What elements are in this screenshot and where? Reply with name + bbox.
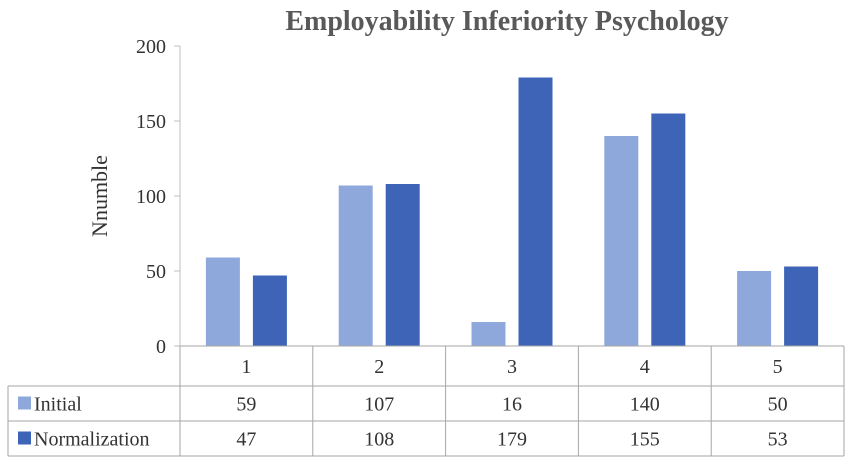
x-tick-label: 2 bbox=[374, 356, 384, 378]
legend-label-initial: Initial bbox=[34, 394, 82, 416]
bar-normalization-3 bbox=[518, 77, 553, 346]
x-tick-label: 3 bbox=[507, 356, 517, 378]
y-tick-label: 0 bbox=[156, 336, 166, 358]
data-label-initial: 16 bbox=[502, 394, 522, 416]
bar-normalization-1 bbox=[252, 275, 287, 346]
bar-initial-5 bbox=[737, 271, 772, 346]
x-tick-label: 4 bbox=[640, 356, 650, 378]
bar-initial-4 bbox=[604, 136, 639, 346]
y-axis-label: Nnumble bbox=[87, 155, 112, 237]
chart-title: Employability Inferiority Psychology bbox=[285, 6, 728, 37]
data-label-normalization: 47 bbox=[236, 429, 256, 451]
bar-normalization-4 bbox=[651, 113, 686, 346]
data-label-initial: 50 bbox=[768, 394, 788, 416]
data-label-normalization: 53 bbox=[768, 429, 788, 451]
y-tick-label: 200 bbox=[136, 36, 166, 58]
bar-initial-2 bbox=[338, 185, 373, 346]
y-tick-label: 150 bbox=[136, 111, 166, 133]
x-tick-label: 1 bbox=[241, 356, 251, 378]
x-tick-label: 5 bbox=[773, 356, 783, 378]
bar-initial-3 bbox=[471, 322, 506, 346]
bar-initial-1 bbox=[205, 257, 240, 346]
data-label-normalization: 155 bbox=[630, 429, 660, 451]
y-tick-label: 100 bbox=[136, 186, 166, 208]
plot-area: 0 50 100 150 200 1 2 3 4 5 Initial 59 107 16 140 50 Norm… bbox=[7, 36, 845, 457]
bar-normalization-5 bbox=[784, 266, 819, 346]
y-tick-label: 50 bbox=[146, 261, 166, 283]
legend-key-initial bbox=[18, 396, 31, 410]
data-label-normalization: 108 bbox=[364, 429, 394, 451]
legend-label-normalization: Normalization bbox=[34, 429, 150, 451]
data-label-initial: 59 bbox=[236, 394, 256, 416]
data-label-initial: 107 bbox=[364, 394, 394, 416]
bar-normalization-2 bbox=[385, 184, 420, 346]
legend-key-normalization bbox=[18, 431, 31, 445]
data-label-normalization: 179 bbox=[497, 429, 527, 451]
data-label-initial: 140 bbox=[630, 394, 660, 416]
